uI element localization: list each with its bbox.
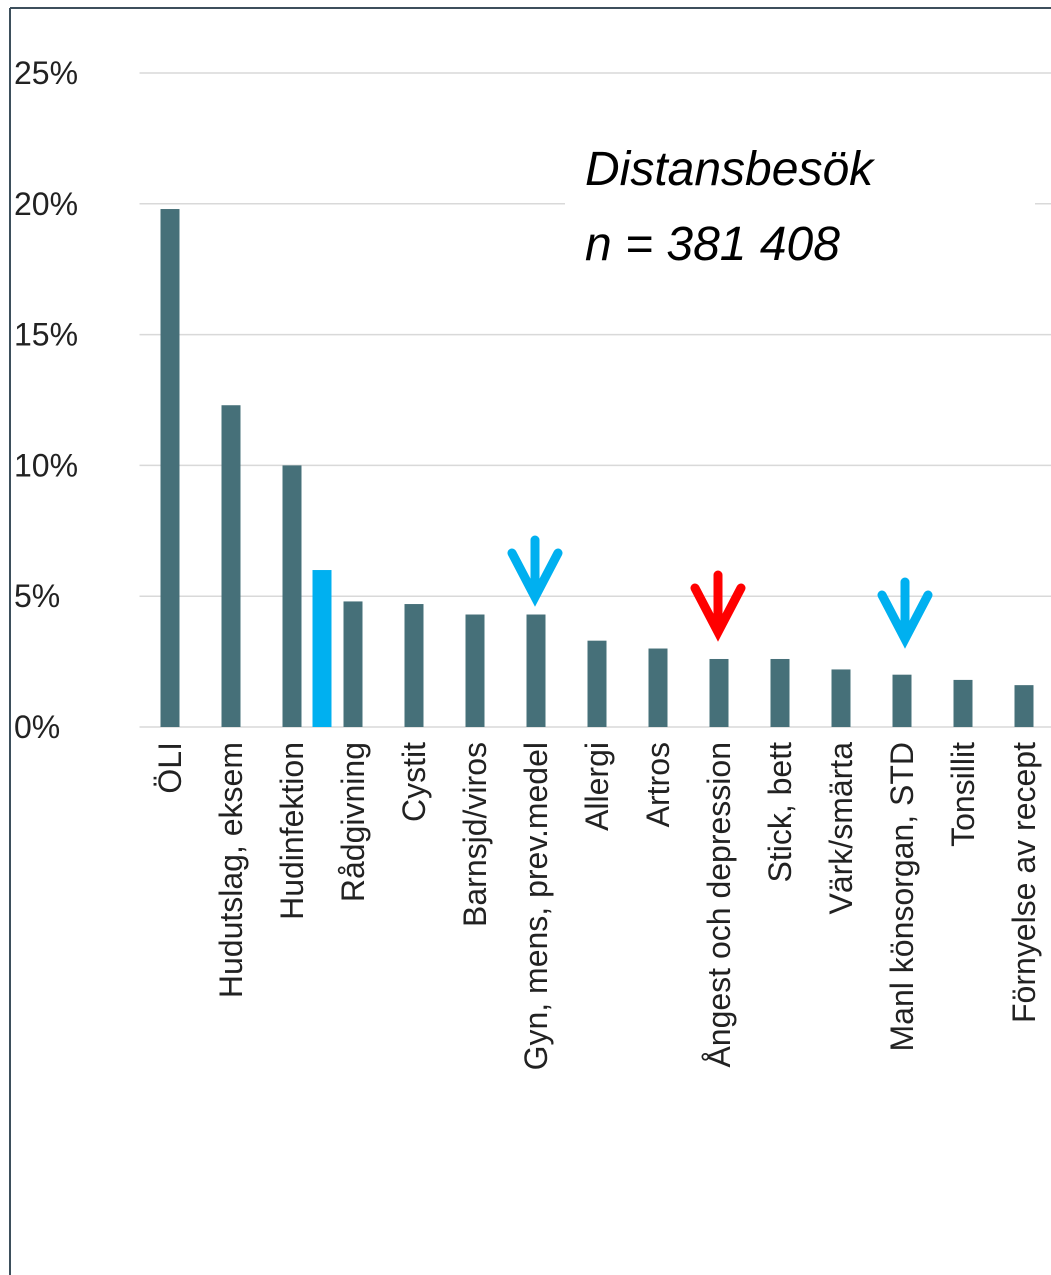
arrow — [507, 535, 563, 607]
arrow — [690, 570, 746, 642]
bar — [221, 405, 241, 727]
y-tick-label: 5% — [14, 578, 60, 614]
bar — [831, 669, 851, 727]
x-tick-label: Tonsillit — [945, 742, 981, 847]
bar — [709, 658, 729, 727]
bars — [160, 209, 1034, 728]
annotation-background — [565, 130, 1035, 275]
y-tick-label: 20% — [14, 186, 78, 222]
y-tick-label: 15% — [14, 317, 78, 353]
x-tick-label: Stick, bett — [762, 742, 798, 883]
bar — [587, 640, 607, 727]
x-tick-label: Hudinfektion — [274, 742, 310, 920]
bar — [343, 601, 363, 727]
bar — [770, 658, 790, 727]
x-tick-label: Manl könsorgan, STD — [884, 742, 920, 1051]
x-tick-label: Artros — [640, 742, 676, 827]
bar — [312, 570, 332, 727]
bar — [404, 604, 424, 727]
bar — [160, 209, 180, 728]
x-tick-label: Hudutslag, eksem — [213, 742, 249, 998]
bar — [526, 614, 546, 727]
y-tick-label: 10% — [14, 447, 78, 483]
bar — [953, 679, 973, 727]
bar — [892, 674, 912, 727]
x-tick-label: Cystit — [396, 742, 432, 822]
x-tick-label: Värk/smärta — [823, 742, 859, 915]
bar — [465, 614, 485, 727]
x-tick-label: Ångest och depression — [701, 742, 737, 1068]
x-tick-label: ÖLI — [152, 742, 188, 794]
bar — [282, 465, 302, 727]
arrow — [877, 577, 933, 649]
annotation: n = 381 408 — [585, 218, 840, 271]
bar — [648, 648, 668, 727]
x-tick-label: Förnyelse av recept — [1006, 742, 1042, 1023]
y-tick-label: 0% — [14, 709, 60, 745]
y-tick-label: 25% — [14, 55, 78, 91]
x-tick-label: Gyn, mens, prev.medel — [518, 742, 554, 1070]
annotation: Distansbesök — [585, 143, 876, 196]
bar — [1014, 685, 1034, 727]
x-tick-label: Allergi — [579, 742, 615, 831]
x-tick-label: Rådgivning — [335, 742, 371, 902]
x-tick-label: Barnsjd/viros — [457, 742, 493, 927]
